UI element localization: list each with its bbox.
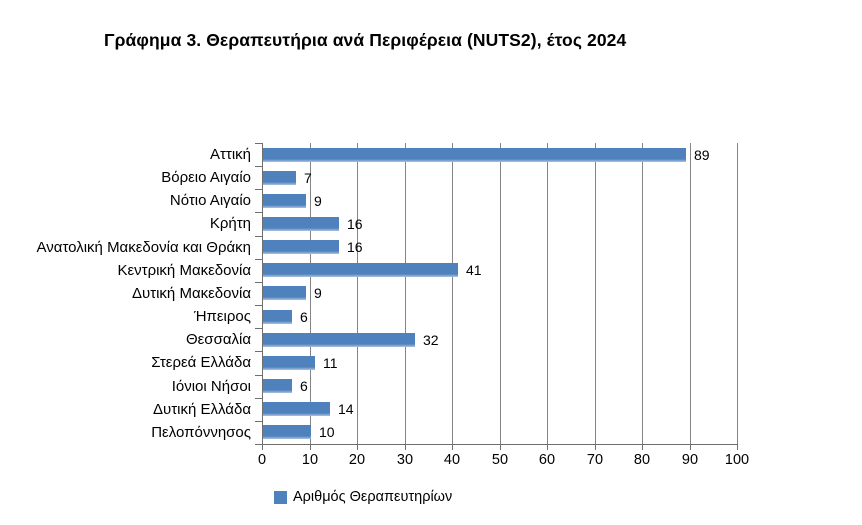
bar-value-label: 14 — [338, 401, 354, 417]
bar — [263, 333, 415, 347]
bar-value-label: 16 — [347, 239, 363, 255]
x-axis-tick-label: 50 — [491, 452, 509, 468]
x-axis-tick — [452, 444, 453, 450]
x-axis-tick — [595, 444, 596, 450]
bar-value-label: 11 — [323, 355, 338, 371]
x-axis-tick — [547, 444, 548, 450]
bar — [263, 286, 306, 300]
bar-value-label: 6 — [300, 378, 308, 394]
chart-title: Γράφημα 3. Θεραπευτήρια ανά Περιφέρεια (… — [104, 30, 627, 50]
bar — [263, 148, 686, 162]
gridline — [500, 143, 501, 444]
category-label: Ιόνιοι Νήσοι — [171, 378, 251, 395]
y-axis-tick — [255, 166, 262, 167]
y-axis-tick — [255, 351, 262, 352]
y-axis-tick — [255, 282, 262, 283]
y-axis-tick — [255, 305, 262, 306]
gridline — [310, 143, 311, 444]
y-axis-tick — [255, 143, 262, 144]
category-label: Νότιο Αιγαίο — [169, 192, 251, 209]
category-axis-labels: Αττική Βόρειο Αιγαίο Νότιο Αιγαίο Κρήτη Ανατ… — [0, 143, 251, 444]
legend: Αριθμός Θεραπευτηρίων — [274, 489, 452, 505]
y-axis-tick — [255, 421, 262, 422]
y-axis-line — [262, 143, 263, 444]
bar-value-label: 9 — [314, 193, 322, 209]
bar-value-label: 9 — [314, 285, 322, 301]
category-label: Πελοπόννησος — [151, 424, 251, 441]
bar-value-label: 89 — [694, 147, 710, 163]
x-axis-tick-label: 90 — [681, 452, 699, 468]
x-axis-tick — [642, 444, 643, 450]
legend-label: Αριθμός Θεραπευτηρίων — [293, 489, 453, 505]
category-label: Στερεά Ελλάδα — [151, 354, 251, 371]
x-axis-tick-label: 20 — [348, 452, 366, 468]
y-axis-tick — [255, 398, 262, 399]
x-axis-tick-label: 60 — [538, 452, 556, 468]
x-axis-tick — [262, 444, 263, 450]
y-axis-tick — [255, 375, 262, 376]
bar-value-label: 7 — [304, 170, 312, 186]
bar-value-label: 32 — [423, 332, 439, 348]
x-axis-tick — [405, 444, 406, 450]
bar-value-label: 6 — [300, 309, 308, 325]
x-axis-tick — [357, 444, 358, 450]
y-axis-tick — [255, 328, 262, 329]
bar — [263, 425, 311, 439]
category-label: Βόρειο Αιγαίο — [161, 169, 251, 186]
x-axis-tick-label: 30 — [396, 452, 414, 468]
x-axis-tick-label: 10 — [301, 452, 319, 468]
bar-value-label: 16 — [347, 216, 363, 232]
category-label: Ανατολική Μακεδονία και Θράκη — [36, 239, 251, 256]
x-axis-tick — [690, 444, 691, 450]
y-axis-tick — [255, 236, 262, 237]
bar — [263, 240, 339, 254]
bar-value-label: 10 — [319, 424, 335, 440]
gridline — [737, 143, 738, 444]
gridline — [642, 143, 643, 444]
y-axis-tick — [255, 212, 262, 213]
category-label: Ήπειρος — [193, 308, 251, 325]
x-axis-line — [262, 444, 737, 445]
gridline — [547, 143, 548, 444]
category-label: Κρήτη — [209, 215, 251, 232]
bar-value-label: 41 — [466, 262, 482, 278]
gridline — [690, 143, 691, 444]
y-axis-tick — [255, 444, 262, 445]
gridline — [357, 143, 358, 444]
plot-area: 0 10 20 30 40 50 60 70 80 90 100 89 7 9 16 16 41 9 6 32 11 6 1… — [255, 143, 749, 468]
category-label: Κεντρική Μακεδονία — [117, 262, 251, 279]
gridline — [405, 143, 406, 444]
bar — [263, 402, 330, 416]
category-label: Δυτική Μακεδονία — [131, 285, 251, 302]
category-label: Δυτική Ελλάδα — [153, 401, 251, 418]
category-label: Αττική — [209, 146, 251, 163]
x-axis-tick — [500, 444, 501, 450]
bar — [263, 263, 458, 277]
gridline — [595, 143, 596, 444]
gridline — [452, 143, 453, 444]
x-axis-tick-label: 70 — [586, 452, 604, 468]
bar — [263, 356, 315, 370]
x-axis-tick — [737, 444, 738, 450]
x-axis-tick-label: 40 — [443, 452, 461, 468]
bar — [263, 171, 296, 185]
bar — [263, 217, 339, 231]
x-axis-tick-label: 0 — [257, 452, 267, 468]
y-axis-tick — [255, 189, 262, 190]
bar — [263, 310, 292, 324]
x-axis-tick — [310, 444, 311, 450]
x-axis-tick-label: 80 — [633, 452, 651, 468]
y-axis-tick — [255, 259, 262, 260]
x-axis-tick-label: 100 — [724, 452, 750, 468]
bar — [263, 194, 306, 208]
legend-swatch-icon — [274, 490, 287, 504]
category-label: Θεσσαλία — [185, 331, 251, 348]
bar — [263, 379, 292, 393]
